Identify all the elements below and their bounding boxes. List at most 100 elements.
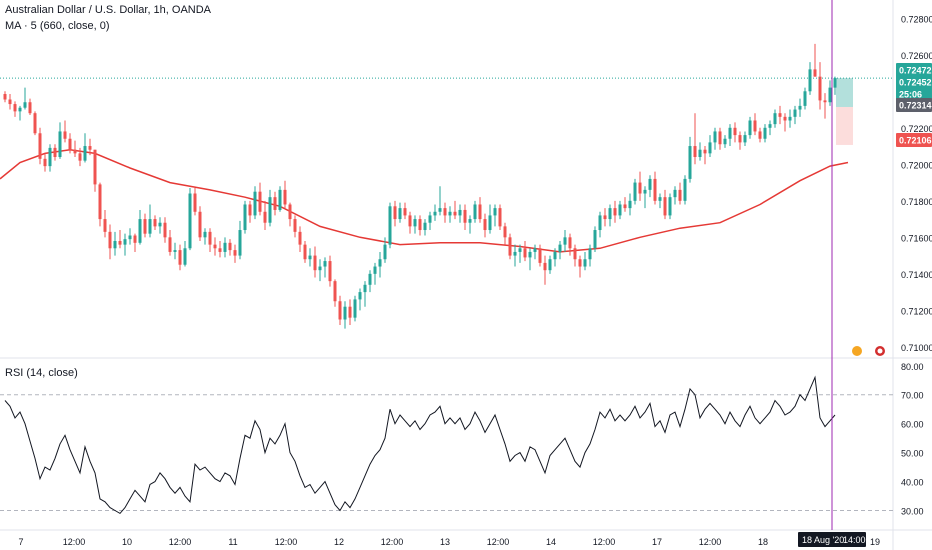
candle-body	[613, 208, 617, 216]
candle-body	[73, 149, 77, 154]
price-tick-label: 0.72200	[901, 124, 932, 134]
candle-body	[468, 219, 472, 223]
candle-body	[623, 204, 627, 209]
candle-body	[478, 204, 482, 220]
candle-body	[673, 189, 677, 198]
candle-body	[778, 113, 782, 117]
candle-body	[718, 131, 722, 145]
candle-body	[733, 127, 737, 136]
candle-body	[618, 204, 622, 216]
candle-body	[303, 244, 307, 260]
candle-body	[723, 138, 727, 145]
candle-body	[58, 131, 62, 158]
candle-body	[313, 255, 317, 271]
candle-body	[603, 215, 607, 220]
candle-body	[8, 99, 12, 105]
candle-body	[273, 197, 277, 210]
ma-legend[interactable]: MA · 5 (660, close, 0)	[5, 20, 110, 32]
candle-body	[138, 219, 142, 243]
price-tick-label: 0.72800	[901, 14, 932, 24]
candle-body	[608, 208, 612, 220]
candle-body	[448, 211, 452, 216]
candle-body	[98, 184, 102, 220]
candle-body	[518, 248, 522, 252]
price-tick-label: 0.71200	[901, 306, 932, 316]
dividends-icon-center	[877, 348, 883, 354]
rsi-layer	[0, 375, 893, 515]
candle-body	[708, 142, 712, 154]
candle-body	[278, 189, 282, 210]
badge-stop-price: 0.72314	[896, 98, 932, 112]
candle-body	[218, 248, 222, 252]
candle-body	[368, 273, 372, 285]
time-tick-label: 17	[652, 537, 662, 547]
candle-body	[583, 259, 587, 267]
candle-body	[393, 206, 397, 220]
rsi-tick-label: 30.00	[901, 507, 924, 517]
candle-body	[438, 208, 442, 212]
rsi-tick-label: 80.00	[901, 362, 924, 372]
rsi-line	[4, 375, 836, 515]
candle-body	[38, 133, 42, 159]
candle-body	[598, 215, 602, 231]
candle-body	[358, 292, 362, 300]
candle-body	[293, 219, 297, 232]
candle-body	[568, 237, 572, 249]
candle-body	[473, 204, 477, 220]
candle-body	[68, 138, 72, 150]
time-tick-label: 12	[334, 537, 344, 547]
candle-body	[203, 231, 207, 238]
price-tick-label: 0.71000	[901, 343, 932, 353]
candle-body	[208, 231, 212, 245]
chart-tools-icon	[852, 346, 885, 356]
candle-body	[188, 193, 192, 249]
badge-secondary-price-text: 0.72452	[899, 78, 932, 88]
candle-body	[298, 231, 302, 245]
rsi-legend[interactable]: RSI (14, close)	[5, 367, 78, 379]
candle-body	[13, 104, 17, 112]
candle-body	[593, 230, 597, 249]
candle-body	[508, 237, 512, 256]
rsi-tick-label: 60.00	[901, 420, 924, 430]
candle-body	[463, 209, 467, 223]
candle-body	[638, 182, 642, 194]
badge-stop-price-bg	[896, 98, 932, 112]
time-tick-label: 12:00	[169, 537, 192, 547]
time-tick-label: 14	[546, 537, 556, 547]
events-icon	[852, 346, 862, 356]
candle-body	[403, 208, 407, 216]
candle-body	[833, 78, 837, 88]
candle-body	[648, 178, 652, 190]
candle-body	[628, 200, 632, 209]
candle-body	[383, 244, 387, 260]
candle-body	[413, 219, 417, 227]
time-tick-label: 12:00	[275, 537, 298, 547]
candle-body	[493, 208, 497, 216]
time-tick-label: 19	[870, 537, 880, 547]
candle-body	[153, 219, 157, 227]
candle-body	[763, 127, 767, 139]
candle-body	[488, 215, 492, 231]
candle-body	[328, 261, 332, 282]
candle-body	[818, 76, 822, 101]
candle-body	[533, 248, 537, 252]
candle-body	[343, 306, 347, 320]
candle-body	[288, 204, 292, 220]
time-tick-label: 12:00	[487, 537, 510, 547]
candle-body	[428, 215, 432, 223]
candle-body	[108, 231, 112, 249]
position-profit-zone	[836, 78, 853, 107]
badge-target-price: 0.72106	[896, 133, 932, 147]
candle-body	[498, 208, 502, 227]
crosshair-date-text: 18 Aug '20	[802, 535, 844, 545]
candle-body	[363, 284, 367, 293]
candle-body	[803, 91, 807, 106]
candle-body	[408, 215, 412, 227]
symbol-legend[interactable]: Australian Dollar / U.S. Dollar, 1h, OAN…	[5, 4, 212, 16]
candle-body	[563, 237, 567, 245]
candle-body	[283, 189, 287, 205]
